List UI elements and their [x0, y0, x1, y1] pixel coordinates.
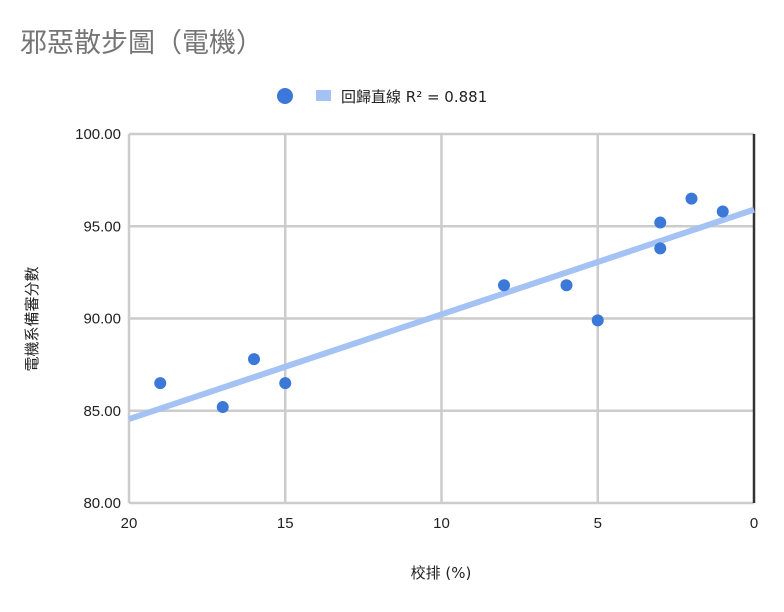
data-point [654, 242, 667, 255]
x-tick-label: 10 [433, 515, 450, 532]
y-tick-label: 100.00 [75, 126, 121, 143]
y-axis-label: 電機系備審分數 [23, 266, 41, 371]
x-tick-label: 15 [277, 515, 294, 532]
data-point [716, 205, 729, 218]
legend-trendline-label: 回歸直線 R² = 0.881 [341, 88, 487, 106]
data-point [279, 377, 292, 390]
data-point [591, 314, 604, 327]
gridlines [127, 132, 756, 505]
legend-trendline-swatch [316, 90, 331, 101]
y-tick-label: 85.00 [83, 403, 121, 420]
tick-labels: 80.00 85.00 90.00 95.00 100.00 20 15 10 5 0 [75, 126, 758, 532]
legend-scatter-marker [277, 88, 293, 104]
x-tick-label: 0 [750, 515, 758, 532]
data-point [654, 216, 667, 229]
y-tick-label: 90.00 [83, 311, 121, 328]
x-tick-label: 5 [594, 515, 602, 532]
points-layer [154, 192, 729, 414]
regression-line [128, 206, 755, 422]
x-axis-label: 校排 (%) [411, 564, 472, 582]
y-tick-label: 95.00 [83, 218, 121, 235]
data-point [248, 353, 260, 366]
data-point [154, 377, 167, 390]
data-point [498, 279, 510, 292]
x-tick-label: 20 [121, 515, 138, 532]
y-tick-label: 80.00 [83, 495, 121, 512]
chart-title: 邪惡散步圖（電機） [20, 28, 263, 59]
trendline-layer [128, 206, 755, 422]
legend: 回歸直線 R² = 0.881 [277, 88, 487, 106]
data-point [216, 401, 229, 414]
data-point [685, 192, 698, 205]
data-point [560, 279, 573, 292]
